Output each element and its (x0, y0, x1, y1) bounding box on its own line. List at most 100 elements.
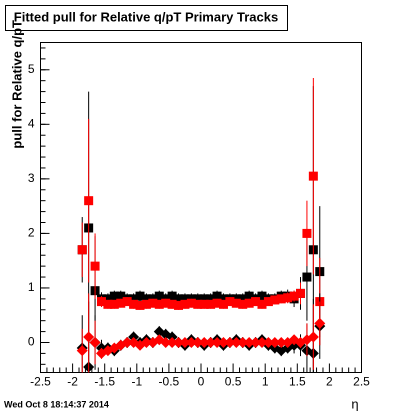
marker-diamond (224, 337, 236, 348)
marker-square (103, 294, 113, 304)
marker-square (90, 261, 100, 271)
marker-square (180, 294, 190, 304)
marker-square (103, 299, 113, 309)
marker-diamond (89, 337, 101, 348)
marker-square (129, 294, 139, 304)
x-tick-label: 2.5 (353, 375, 370, 389)
marker-square (154, 299, 164, 309)
marker-square (135, 291, 145, 301)
x-tick-label: -2 (67, 375, 78, 389)
y-tick-label: 0 (28, 335, 35, 349)
marker-square (218, 294, 228, 304)
y-tick-label: 3 (28, 171, 35, 185)
marker-diamond (237, 337, 249, 348)
marker-square (161, 298, 171, 308)
marker-diamond (307, 331, 319, 343)
marker-diamond (269, 337, 281, 348)
marker-square (141, 299, 151, 309)
marker-square (257, 299, 267, 309)
marker-diamond (76, 345, 88, 357)
marker-square (77, 245, 87, 255)
marker-square (174, 294, 184, 304)
marker-square (199, 299, 209, 309)
marker-square (186, 298, 196, 308)
marker-square (270, 295, 280, 305)
marker-square (96, 297, 106, 307)
marker-square (167, 299, 177, 309)
chart-title: Fitted pull for Relative q/pT Primary Tr… (14, 9, 278, 24)
marker-square (244, 291, 254, 301)
marker-square (283, 293, 293, 303)
marker-square (212, 291, 222, 301)
x-tick-label: -2.5 (30, 375, 51, 389)
marker-square (154, 291, 164, 301)
marker-square (141, 294, 151, 304)
x-tick-label: -0.5 (159, 375, 180, 389)
marker-square (135, 300, 145, 310)
marker-diamond (173, 337, 185, 348)
marker-square (238, 294, 248, 304)
marker-square (206, 294, 216, 304)
marker-square (212, 298, 222, 308)
marker-diamond (275, 337, 287, 348)
y-axis-label: pull for Relative q/pT (9, 20, 24, 149)
marker-diamond (179, 337, 191, 348)
marker-diamond (166, 337, 178, 348)
marker-square (238, 299, 248, 309)
marker-square (109, 299, 119, 309)
marker-square (129, 299, 139, 309)
marker-square (180, 299, 190, 309)
marker-square (193, 299, 203, 309)
marker-square (276, 294, 286, 304)
marker-square (206, 299, 216, 309)
marker-square (174, 300, 184, 310)
marker-diamond (140, 337, 152, 348)
marker-square (296, 288, 306, 298)
y-tick-label: 4 (28, 116, 35, 130)
marker-diamond (314, 317, 326, 329)
marker-square (84, 196, 94, 206)
marker-square (193, 294, 203, 304)
marker-square (199, 294, 209, 304)
marker-diamond (250, 337, 262, 348)
x-tick-label: 1 (262, 375, 269, 389)
marker-diamond (192, 337, 204, 348)
marker-diamond (262, 337, 274, 348)
marker-square (302, 228, 312, 238)
marker-diamond (205, 337, 217, 348)
x-tick-label: -1 (131, 375, 142, 389)
marker-square (308, 171, 318, 181)
marker-diamond (198, 337, 210, 348)
marker-square (231, 298, 241, 308)
marker-square (302, 272, 312, 282)
marker-square (148, 298, 158, 308)
marker-square (263, 297, 273, 307)
marker-diamond (160, 337, 172, 348)
marker-square (244, 298, 254, 308)
title-box (5, 5, 288, 31)
marker-diamond (121, 337, 133, 348)
x-axis-label: η (351, 396, 358, 411)
marker-square (116, 291, 126, 301)
marker-square (257, 291, 267, 301)
marker-square (289, 291, 299, 301)
x-tick-label: 0 (198, 375, 205, 389)
marker-square (167, 291, 177, 301)
marker-diamond (211, 337, 223, 348)
marker-square (218, 299, 228, 309)
x-tick-label: 1.5 (289, 375, 306, 389)
y-tick-label: 5 (28, 62, 35, 76)
marker-diamond (217, 337, 229, 348)
marker-diamond (83, 331, 95, 343)
marker-square (225, 297, 235, 307)
marker-square (116, 298, 126, 308)
x-tick-label: 0.5 (225, 375, 242, 389)
y-tick-label: 2 (28, 226, 35, 240)
marker-diamond (243, 337, 255, 348)
marker-diamond (185, 337, 197, 348)
marker-diamond (256, 337, 268, 348)
x-tick-label: 2 (326, 375, 333, 389)
x-tick-label: -1.5 (94, 375, 115, 389)
marker-square (251, 297, 261, 307)
